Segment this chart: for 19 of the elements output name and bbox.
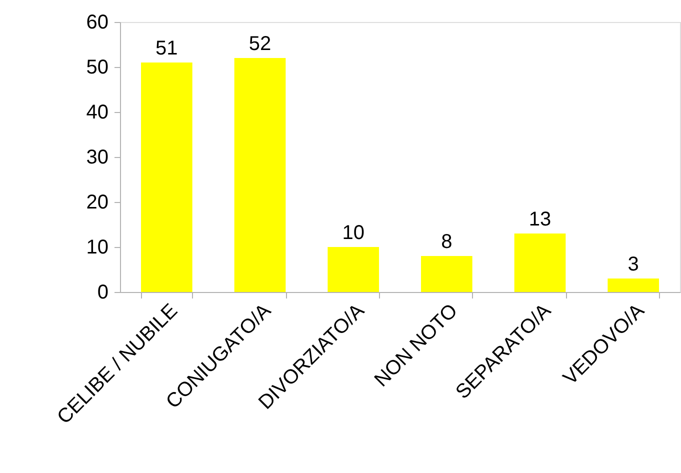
y-tick-label: 50 (86, 56, 108, 78)
bar (328, 247, 379, 292)
y-tick-label: 30 (86, 146, 108, 168)
data-label: 52 (248, 33, 272, 55)
data-label: 8 (441, 231, 452, 253)
data-label: 3 (628, 254, 639, 276)
y-tick-label: 40 (86, 102, 108, 124)
y-tick-label: 20 (86, 192, 108, 214)
bar (234, 58, 286, 292)
y-tick-label: 60 (86, 12, 108, 34)
data-label: 10 (342, 222, 364, 244)
bar (141, 62, 192, 292)
y-tick-label: 10 (86, 236, 108, 258)
data-label: 51 (156, 38, 178, 60)
bar (608, 278, 659, 292)
bar (421, 256, 472, 292)
data-label: 13 (528, 208, 552, 230)
bar (514, 234, 566, 292)
y-tick-label: 0 (97, 282, 108, 304)
